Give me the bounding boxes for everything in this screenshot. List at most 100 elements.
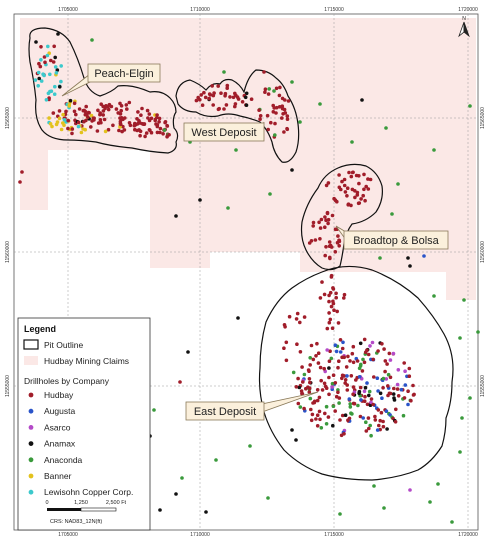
drillhole-anamax: [367, 393, 371, 398]
drillhole-hudbay: [194, 98, 199, 103]
drillhole-hudbay: [123, 116, 127, 120]
drillhole-hudbay: [282, 130, 286, 134]
grid-label-y: 11560000: [5, 241, 11, 263]
drillhole-hudbay: [362, 187, 366, 192]
drillhole-hudbay: [329, 304, 334, 309]
drillhole-hudbay: [338, 418, 342, 422]
drillhole-anamax: [406, 256, 410, 260]
drillhole-hudbay: [266, 92, 271, 96]
drillhole-hudbay: [364, 184, 369, 189]
drillhole-hudbay: [200, 103, 205, 107]
callout-east-deposit: East Deposit: [185, 391, 319, 421]
drillhole-hudbay: [153, 118, 157, 123]
drillhole-hudbay: [409, 398, 413, 403]
drillhole-hudbay: [125, 107, 129, 111]
drillhole-hudbay: [66, 118, 70, 123]
drillhole-hudbay: [338, 338, 343, 342]
legend-pit-outline-swatch: [23, 339, 39, 350]
drillhole-hudbay: [298, 320, 302, 325]
callout-west-deposit: West Deposit: [183, 121, 265, 142]
drillhole-hudbay: [323, 411, 327, 416]
drillhole-hudbay: [345, 383, 350, 387]
drillhole-asarco: [395, 382, 400, 387]
drillhole-anaconda: [369, 433, 373, 438]
drillhole-anaconda: [226, 206, 230, 210]
drillhole-hudbay: [202, 90, 206, 95]
legend-entry-label: Anaconda: [44, 455, 83, 465]
drillhole-anaconda: [367, 389, 372, 394]
drillhole-hudbay: [74, 112, 78, 117]
drillhole-hudbay: [145, 108, 150, 113]
drillhole-banner: [103, 129, 108, 134]
drillhole-hudbay: [280, 116, 284, 120]
drillhole-hudbay: [76, 120, 81, 125]
drillhole-hudbay: [157, 116, 162, 121]
drillhole-hudbay: [300, 365, 304, 369]
drillhole-augusta: [334, 349, 339, 354]
drillhole-anamax: [243, 95, 248, 100]
drillhole-augusta: [341, 340, 345, 345]
drillhole-augusta: [406, 402, 410, 407]
drillhole-hudbay: [334, 295, 339, 300]
drillhole-hudbay: [328, 349, 332, 354]
drillhole-hudbay: [296, 401, 301, 406]
drillhole-hudbay: [165, 134, 169, 139]
legend-claims-label: Hudbay Mining Claims: [44, 356, 129, 366]
drillhole-anaconda: [272, 89, 276, 93]
drillhole-hudbay: [385, 362, 389, 366]
drillhole-hudbay: [298, 350, 303, 354]
legend-entry-label: Banner: [44, 471, 72, 481]
drillhole-augusta: [376, 389, 380, 393]
drillhole-augusta: [399, 387, 404, 392]
drillhole-hudbay: [98, 112, 102, 117]
drillhole-lewisohn: [53, 84, 57, 89]
drillhole-hudbay: [322, 381, 327, 386]
drillhole-hudbay: [315, 388, 320, 392]
drillhole-hudbay: [386, 384, 390, 388]
drillhole-hudbay: [337, 173, 341, 177]
north-arrow-icon: N: [458, 16, 470, 38]
drillhole-hudbay: [118, 112, 123, 116]
drillhole-hudbay: [392, 386, 396, 391]
drillhole-anaconda: [298, 405, 303, 409]
drillhole-hudbay: [366, 352, 371, 357]
drillhole-hudbay: [355, 359, 360, 363]
drillhole-asarco: [369, 400, 373, 405]
drillhole-lewisohn: [53, 65, 58, 69]
drillhole-anaconda: [298, 120, 302, 124]
drillhole-hudbay: [43, 60, 47, 65]
drillhole-hudbay: [316, 351, 321, 356]
drillhole-hudbay: [42, 55, 47, 59]
drillhole-hudbay: [381, 419, 385, 424]
drillhole-hudbay: [342, 432, 346, 436]
drillhole-hudbay: [117, 128, 121, 133]
drillhole-anaconda: [291, 370, 296, 375]
drillhole-anaconda: [450, 520, 454, 524]
drillhole-hudbay: [70, 127, 75, 131]
legend-marker-lewisohn: [28, 489, 34, 495]
drillhole-hudbay: [101, 104, 105, 109]
drillhole-hudbay: [333, 198, 338, 202]
drillhole-hudbay: [334, 291, 338, 296]
drillhole-hudbay: [144, 131, 149, 135]
grid-label-y: 11555000: [5, 375, 11, 397]
drillhole-hudbay: [219, 91, 223, 95]
drillhole-hudbay: [365, 402, 370, 407]
grid-label-y: 11565000: [5, 107, 11, 129]
pit-outline-west-deposit: [175, 69, 300, 163]
drillhole-hudbay: [402, 396, 407, 400]
drillhole-anaconda: [436, 482, 440, 486]
drillhole-banner: [50, 124, 54, 129]
drillhole-hudbay: [347, 170, 351, 175]
drillhole-hudbay: [274, 86, 279, 91]
crs-label: CRS: NAD83_12N(ft): [50, 519, 102, 525]
drillhole-hudbay: [262, 70, 266, 74]
drillhole-hudbay: [109, 104, 114, 109]
drillhole-hudbay: [387, 351, 392, 356]
drillhole-anamax: [37, 76, 41, 81]
drillhole-hudbay: [337, 244, 342, 248]
drillhole-hudbay: [136, 110, 140, 114]
callout-label: Peach-Elgin: [94, 68, 153, 80]
drillhole-anamax: [236, 316, 240, 320]
claims-polygon: [20, 150, 48, 210]
